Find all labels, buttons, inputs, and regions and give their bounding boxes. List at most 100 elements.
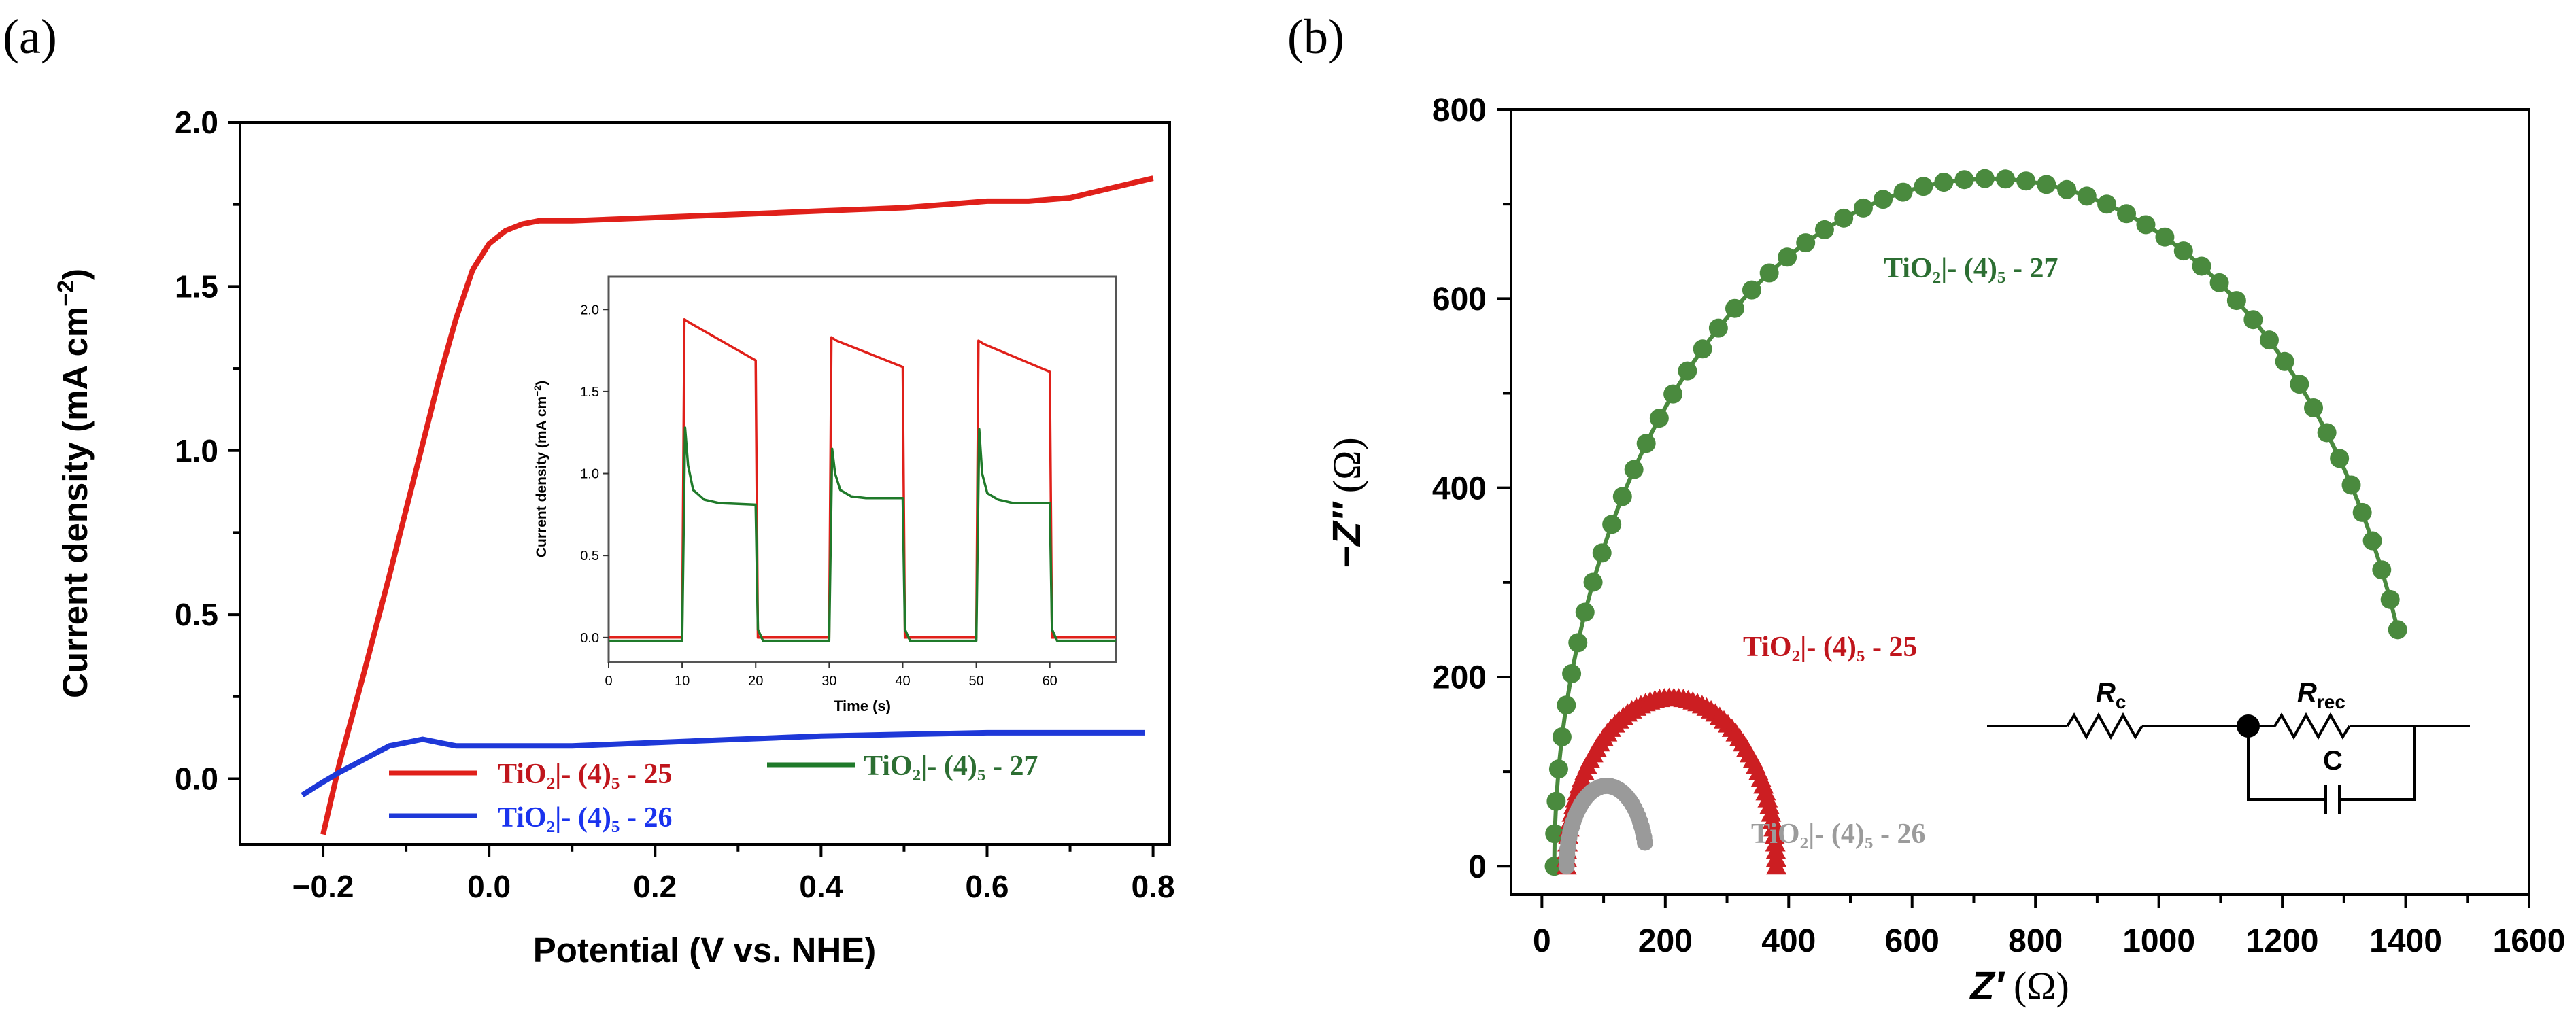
x-tick-label: 1400: [2369, 923, 2442, 959]
inset-series-line-red: [609, 317, 1116, 639]
y-tick-label: 800: [1432, 92, 1487, 128]
nyquist-marker-circle: [2304, 398, 2324, 418]
nyquist-marker-circle: [1778, 247, 1797, 267]
x-tick-label: 1200: [2246, 923, 2319, 959]
nyquist-marker-circle: [2275, 351, 2294, 371]
inset-y-axis-label-sup: −2: [532, 385, 543, 396]
circuit-cap-branch-right: [2339, 726, 2416, 801]
x-tick-label: 0: [1533, 923, 1551, 959]
panel-b-x-axis-label: Z′ (Ω): [1969, 964, 2069, 1008]
nyquist-marker-circle: [1557, 695, 1576, 715]
nyquist-marker-circle: [1562, 663, 1582, 683]
nyquist-marker-circle: [2372, 560, 2392, 580]
nyquist-marker-circle: [1575, 602, 1595, 622]
nyquist-marker-circle: [2317, 423, 2337, 443]
panel-a-plot-frame: [239, 121, 1171, 846]
inset-y-axis-label: Current density (mA cm−2): [532, 381, 549, 557]
inset-ticks: 0 10 20 30 40 50 60 0.0 0.5 1.0 1.5 2.0: [580, 303, 1057, 689]
panel-a-series: [301, 175, 1154, 835]
y-tick-label: 1.0: [580, 467, 599, 482]
nyquist-marker-circle: [2290, 375, 2309, 394]
panel-b-x-axis-label-var: Z′: [1969, 964, 2005, 1008]
nyquist-marker-circle: [1583, 572, 1603, 592]
nyquist-marker-circle: [2380, 589, 2400, 609]
nyquist-marker-circle: [1568, 633, 1588, 653]
panel-a-ticks: −0.2 0.0 0.2 0.4 0.6 0.8 0.0 0.5 1.0 1.5 2.0: [175, 105, 1175, 904]
nyquist-marker-circle: [2362, 531, 2382, 551]
panel-b-series: [1544, 169, 2407, 876]
panel-b-plot-frame: [1510, 108, 2530, 896]
nyquist-marker-circle: [1693, 339, 1712, 359]
y-tick-label: 2.0: [580, 303, 599, 317]
nyquist-marker-circle: [2243, 310, 2263, 330]
y-tick-label: 0: [1468, 849, 1487, 885]
nyquist-marker-circle: [2330, 449, 2350, 468]
inset-series-line-green: [609, 426, 1116, 642]
nyquist-marker-circle: [1814, 220, 1834, 239]
legend-label-27: TiO₂|- (4)₅ - 27: [864, 751, 1038, 782]
nyquist-marker-circle: [1592, 543, 1612, 563]
nyquist-marker-circle: [1552, 727, 1572, 746]
x-tick-label: 600: [1885, 923, 1939, 959]
nyquist-marker-circle: [1796, 233, 1816, 253]
nyquist-marker-circle: [1708, 318, 1728, 338]
panel-a-x-axis-label: Potential (V vs. NHE): [533, 931, 876, 969]
inset-series: [609, 317, 1116, 642]
series-label-25: TiO₂|- (4)₅ - 25: [1743, 632, 1917, 663]
nyquist-marker-circle: [2097, 194, 2117, 214]
panel-b-ticks: 0 200 400 600 800 1000 1200 1400 1600 0 200 400 600 8…: [1432, 92, 2565, 959]
panel-b-y-axis-label: −Z″ (Ω): [1325, 437, 1369, 568]
x-tick-label: 0.0: [467, 869, 511, 904]
circuit-label-rrec: Rrec: [2297, 678, 2345, 712]
nyquist-marker-circle: [1853, 198, 1873, 218]
y-tick-label: 600: [1432, 281, 1487, 317]
x-tick-label: 1600: [2493, 923, 2566, 959]
nyquist-marker-circle: [1874, 190, 1893, 209]
x-tick-label: 20: [748, 674, 763, 689]
nyquist-marker-circle: [1742, 280, 1761, 300]
x-tick-label: 30: [821, 674, 836, 689]
panel-a-inset: 0 10 20 30 40 50 60 0.0 0.5 1.0 1.5 2.0 Time (s) Cu…: [532, 275, 1117, 714]
nyquist-marker-circle: [2173, 241, 2193, 261]
y-tick-label: 1.5: [580, 385, 599, 400]
nyquist-marker-triangle: [1766, 856, 1787, 875]
nyquist-marker-circle: [1934, 173, 1954, 192]
nyquist-marker-circle: [2037, 175, 2056, 194]
nyquist-marker-circle: [1759, 263, 1779, 283]
circuit-cap-branch-left: [2247, 726, 2326, 801]
nyquist-marker-circle: [1995, 169, 2015, 189]
circuit-label-rrec-sub: rec: [2317, 691, 2345, 712]
inset-y-axis-label-close: ): [534, 381, 549, 385]
panel-b-x-axis-label-unit: (Ω): [2004, 964, 2069, 1008]
inset-y-axis-label-main: Current density (mA cm: [534, 396, 549, 557]
y-tick-label: 1.5: [175, 269, 218, 304]
y-tick-label: 0.5: [580, 549, 599, 564]
x-tick-label: 60: [1043, 674, 1057, 689]
x-tick-label: 0: [605, 674, 612, 689]
x-tick-label: 0.6: [966, 869, 1009, 904]
panel-a-y-axis-label-close: ): [56, 269, 95, 280]
panel-a-y-axis-label: Current density (mA cm−2): [53, 269, 95, 698]
nyquist-marker-circle: [1624, 460, 1644, 479]
y-tick-label: 0.5: [175, 597, 218, 632]
panel-a-legend: TiO₂|- (4)₅ - 25 TiO₂|- (4)₅ - 26 TiO₂|-…: [389, 751, 1038, 833]
x-tick-label: 10: [675, 674, 690, 689]
nyquist-marker-circle: [1834, 208, 1854, 228]
x-tick-label: 400: [1761, 923, 1816, 959]
circuit-label-rc-main: R: [2096, 678, 2116, 708]
x-tick-label: 1000: [2122, 923, 2195, 959]
legend-label-26: TiO₂|- (4)₅ - 26: [498, 802, 672, 833]
x-tick-label: 0.4: [799, 869, 843, 904]
nyquist-marker-circle: [2259, 330, 2279, 350]
panel-a-y-axis-label-sup: −2: [53, 280, 79, 307]
nyquist-marker-triangle: [1762, 810, 1783, 829]
nyquist-marker-circle: [1649, 409, 1669, 428]
panel-b: 0 200 400 600 800 1000 1200 1400 1600 0 200 400 600 8…: [1325, 92, 2565, 1008]
nyquist-marker-circle: [2016, 171, 2036, 191]
nyquist-marker-circle: [1612, 487, 1632, 506]
x-tick-label: 0.2: [633, 869, 677, 904]
nyquist-marker-circle: [2077, 186, 2097, 206]
panel-label-a: (a): [3, 10, 57, 64]
panel-a-y-axis-label-main: Current density (mA cm: [56, 307, 95, 698]
nyquist-marker-circle: [1914, 177, 1933, 196]
